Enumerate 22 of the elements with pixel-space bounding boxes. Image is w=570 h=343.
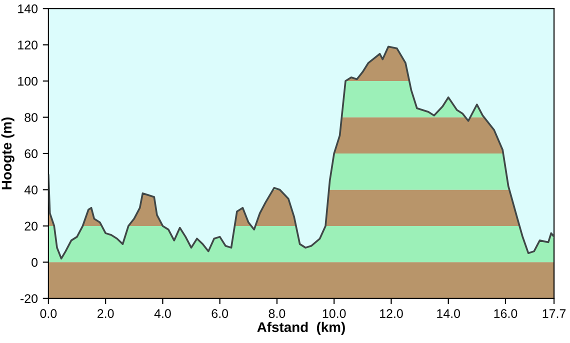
y-tick-label: 60 <box>24 149 38 158</box>
x-tick-label: 8.0 <box>268 309 286 318</box>
y-tick-label: 100 <box>18 76 38 86</box>
x-tick-label: 12.0 <box>380 309 403 318</box>
x-axis-title: Afstand (km) <box>257 322 345 335</box>
y-tick-label: -20 <box>20 294 38 304</box>
line-series <box>48 46 554 260</box>
y-tick-label: 20 <box>24 222 38 231</box>
x-tick-label: 2.0 <box>98 309 114 318</box>
x-tick-label: 6.0 <box>212 309 228 318</box>
y-tick-label: 0 <box>32 258 38 267</box>
y-tick-label: 120 <box>18 40 38 50</box>
y-axis-title: Hoogte (m) <box>1 118 14 190</box>
y-tick-label: 40 <box>24 186 38 194</box>
x-tick-label: 17.7 <box>542 309 566 318</box>
x-tick-label: 10.0 <box>322 309 346 318</box>
x-tick-label: 14.0 <box>437 309 460 318</box>
y-tick-label: 80 <box>24 113 38 122</box>
y-tick-label: 140 <box>18 4 38 14</box>
x-tick-label: 0.0 <box>40 309 57 318</box>
x-tick-label: 16.0 <box>494 309 518 318</box>
x-tick-label: 4.0 <box>154 309 171 318</box>
